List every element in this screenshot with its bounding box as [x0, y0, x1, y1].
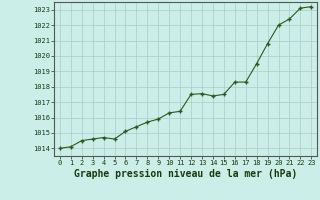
X-axis label: Graphe pression niveau de la mer (hPa): Graphe pression niveau de la mer (hPa)	[74, 169, 297, 179]
